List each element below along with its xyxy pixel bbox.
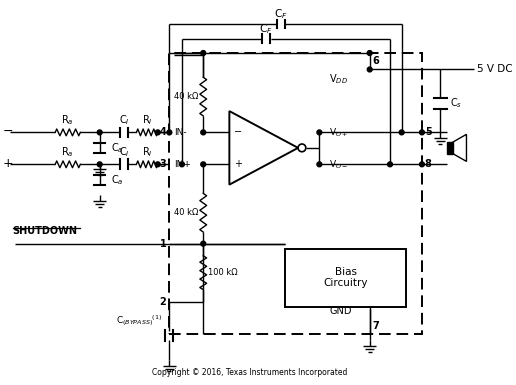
Bar: [169, 53, 422, 334]
Text: C$_a$: C$_a$: [111, 141, 124, 155]
Circle shape: [201, 241, 206, 246]
Circle shape: [201, 130, 206, 135]
Text: V$_{DD}$: V$_{DD}$: [329, 72, 348, 86]
Circle shape: [420, 162, 424, 167]
Circle shape: [388, 162, 393, 167]
Text: R$_I$: R$_I$: [142, 113, 152, 127]
Text: V$_{O+}$: V$_{O+}$: [329, 126, 348, 139]
Text: R$_I$: R$_I$: [142, 145, 152, 159]
Circle shape: [180, 162, 184, 167]
Text: GND: GND: [329, 306, 351, 316]
Text: Copyright © 2016, Texas Instruments Incorporated: Copyright © 2016, Texas Instruments Inco…: [152, 368, 347, 377]
Circle shape: [317, 162, 322, 167]
Text: 2: 2: [160, 297, 167, 307]
Bar: [447, 142, 453, 154]
Text: −: −: [234, 127, 242, 137]
Text: V$_{O-}$: V$_{O-}$: [329, 158, 348, 171]
Text: +: +: [3, 157, 13, 170]
Text: C$_s$: C$_s$: [450, 97, 462, 110]
Circle shape: [97, 162, 102, 167]
Circle shape: [155, 162, 160, 167]
Text: −: −: [3, 125, 13, 138]
Circle shape: [399, 130, 404, 135]
Text: 1: 1: [160, 239, 167, 249]
Text: IN-: IN-: [174, 128, 187, 137]
Circle shape: [201, 50, 206, 55]
Text: 40 kΩ: 40 kΩ: [174, 92, 198, 101]
Text: C$_I$: C$_I$: [119, 145, 129, 159]
Text: 6: 6: [373, 56, 379, 66]
Circle shape: [367, 50, 372, 55]
Text: 5: 5: [425, 127, 431, 137]
Text: 100 kΩ: 100 kΩ: [208, 268, 238, 277]
Text: 7: 7: [373, 321, 379, 331]
Text: R$_a$: R$_a$: [61, 145, 74, 159]
Bar: [285, 248, 407, 306]
Text: C$_I$: C$_I$: [119, 113, 129, 127]
Circle shape: [167, 130, 172, 135]
Text: C$_{(BYPASS)}$$^{(1)}$: C$_{(BYPASS)}$$^{(1)}$: [116, 313, 163, 329]
Circle shape: [201, 162, 206, 167]
Circle shape: [317, 130, 322, 135]
Circle shape: [155, 130, 160, 135]
Text: 8: 8: [425, 159, 432, 169]
Text: 40 kΩ: 40 kΩ: [174, 208, 198, 217]
Circle shape: [367, 67, 372, 72]
Text: C$_a$: C$_a$: [111, 173, 124, 187]
Text: 4: 4: [160, 127, 167, 137]
Text: R$_a$: R$_a$: [61, 113, 74, 127]
Text: SHUTDOWN: SHUTDOWN: [12, 226, 77, 236]
Text: C$_F$: C$_F$: [260, 22, 273, 36]
Text: 5 V DC: 5 V DC: [477, 64, 513, 74]
Circle shape: [97, 130, 102, 135]
Text: C$_F$: C$_F$: [274, 7, 287, 21]
Text: IN+: IN+: [174, 160, 191, 169]
Text: +: +: [234, 159, 242, 169]
Text: Bias
Circuitry: Bias Circuitry: [324, 267, 368, 288]
Circle shape: [420, 130, 424, 135]
Text: 3: 3: [160, 159, 167, 169]
